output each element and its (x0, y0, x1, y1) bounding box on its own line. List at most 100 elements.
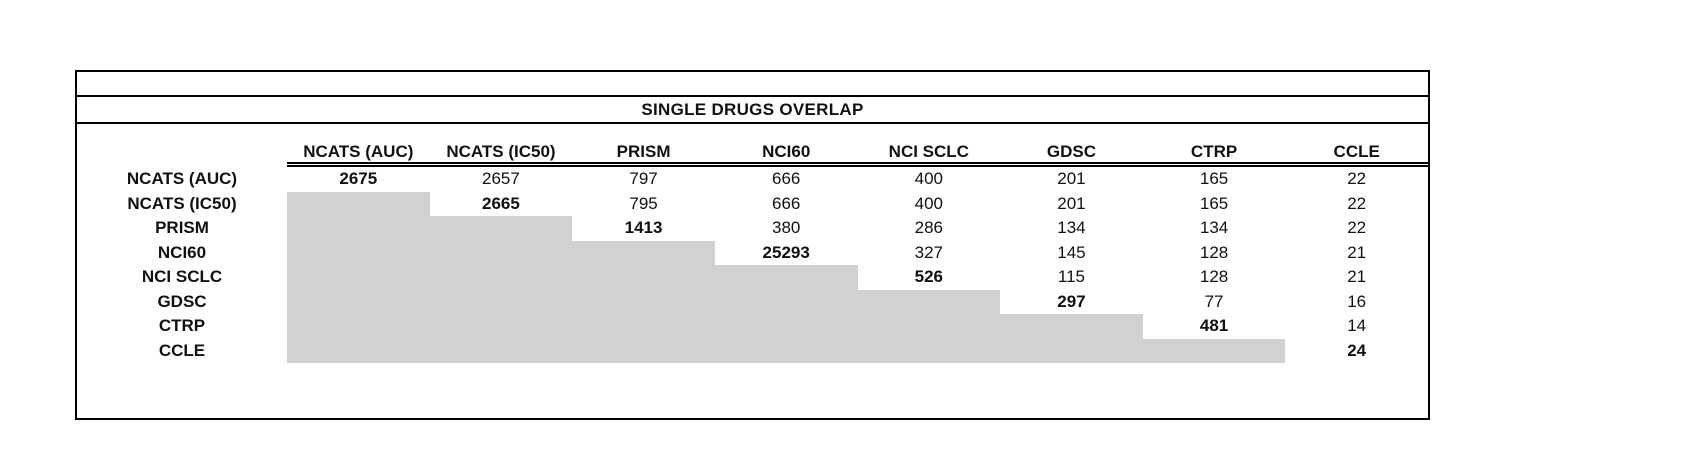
matrix-cell (429, 314, 573, 339)
matrix-cell (429, 265, 573, 290)
matrix-cell (572, 289, 715, 314)
overlap-matrix: NCATS (AUC) NCATS (IC50) PRISM NCI60 NCI SCL… (77, 124, 1428, 363)
matrix-cell (287, 216, 430, 241)
matrix-cell: 400 (914, 169, 943, 189)
matrix-cell: 77 (1204, 291, 1224, 311)
matrix-cell: 297 (1057, 291, 1086, 311)
matrix-cell (287, 289, 430, 314)
matrix-cell: 115 (1057, 267, 1085, 287)
matrix-cell (429, 240, 573, 265)
matrix-cell (857, 289, 1001, 314)
matrix-row: CTRP 481 14 (77, 314, 1428, 339)
matrix-cell: 2675 (339, 169, 378, 189)
matrix-row: NCATS (IC50) 2665 795 666 400 201 165 22 (77, 191, 1428, 216)
column-header: CCLE (1333, 141, 1380, 161)
matrix-cell (287, 338, 430, 363)
matrix-cell: 165 (1199, 169, 1229, 189)
matrix-cell (429, 338, 573, 363)
matrix-cell: 22 (1347, 169, 1367, 189)
row-label: CTRP (158, 316, 206, 336)
matrix-cell: 134 (1057, 218, 1086, 238)
matrix-cell (287, 240, 430, 265)
matrix-row: CCLE 24 (77, 338, 1428, 363)
matrix-cell (572, 338, 715, 363)
matrix-row: NCI60 25293 327 145 128 21 (77, 240, 1428, 265)
matrix-cell: 25293 (762, 242, 810, 262)
matrix-cell: 2657 (482, 169, 520, 189)
matrix-cell: 201 (1057, 169, 1086, 189)
matrix-cell: 21 (1347, 242, 1367, 262)
matrix-cell: 666 (772, 169, 801, 189)
matrix-cell (857, 314, 1001, 339)
single-drugs-overlap-table: SINGLE DRUGS OVERLAP NCATS (AUC) NCATS (I… (75, 70, 1430, 420)
matrix-cell: 1413 (624, 218, 663, 238)
row-cells: 1413 380 286 134 134 22 (287, 216, 1428, 241)
matrix-cell (857, 338, 1001, 363)
row-label: NCI60 (157, 242, 207, 262)
matrix-cell: 22 (1347, 218, 1367, 238)
matrix-cell (287, 191, 430, 216)
row-label: CCLE (158, 340, 206, 360)
matrix-cell: 327 (914, 242, 943, 262)
column-headers: NCATS (AUC) NCATS (IC50) PRISM NCI60 NCI SCL… (287, 141, 1428, 167)
matrix-cell (714, 289, 858, 314)
matrix-cell: 201 (1057, 193, 1086, 213)
matrix-row: GDSC 297 77 16 (77, 289, 1428, 314)
matrix-cell: 14 (1347, 316, 1367, 336)
matrix-cell: 666 (772, 193, 801, 213)
row-label: PRISM (155, 218, 209, 238)
matrix-cell: 21 (1347, 267, 1367, 287)
matrix-header-row: NCATS (AUC) NCATS (IC50) PRISM NCI60 NCI SCL… (77, 141, 1428, 167)
matrix-cell: 2665 (482, 193, 520, 213)
matrix-cell (572, 240, 715, 265)
row-cells: 481 14 (287, 314, 1428, 339)
table-top-spacer (77, 72, 1428, 97)
matrix-cell: 145 (1057, 242, 1086, 262)
matrix-cell (1000, 338, 1143, 363)
column-header: NCI SCLC (888, 141, 969, 161)
row-cells: 297 77 16 (287, 289, 1428, 314)
row-label: NCATS (IC50) (127, 193, 237, 213)
column-header: NCATS (AUC) (303, 141, 414, 161)
corner-cell (77, 141, 287, 167)
table-title: SINGLE DRUGS OVERLAP (77, 97, 1428, 124)
row-cells: 25293 327 145 128 21 (287, 240, 1428, 265)
matrix-cell: 16 (1347, 291, 1367, 311)
matrix-row: PRISM 1413 380 286 134 134 22 (77, 216, 1428, 241)
matrix-cell (429, 289, 573, 314)
matrix-cell: 526 (914, 267, 943, 287)
matrix-cell: 22 (1347, 193, 1367, 213)
matrix-cell (572, 265, 715, 290)
matrix-cell (714, 314, 858, 339)
matrix-cell (1142, 338, 1286, 363)
matrix-cell (714, 265, 858, 290)
matrix-cell: 165 (1199, 193, 1229, 213)
row-label: NCI SCLC (141, 267, 223, 287)
matrix-cell: 481 (1199, 316, 1229, 336)
matrix-cell: 134 (1199, 218, 1229, 238)
matrix-cell: 400 (914, 193, 943, 213)
column-header: NCATS (IC50) (446, 141, 556, 161)
matrix-cell (429, 216, 573, 241)
column-header: PRISM (616, 141, 671, 161)
matrix-cell (572, 314, 715, 339)
matrix-cell (714, 338, 858, 363)
column-header: GDSC (1046, 141, 1096, 161)
row-label: GDSC (157, 291, 207, 311)
row-cells: 2675 2657 797 666 400 201 165 22 (287, 167, 1428, 192)
matrix-row: NCI SCLC 526 115 128 21 (77, 265, 1428, 290)
matrix-cell (1000, 314, 1143, 339)
matrix-row: NCATS (AUC) 2675 2657 797 666 400 201 165 22 (77, 167, 1428, 192)
row-cells: 2665 795 666 400 201 165 22 (287, 191, 1428, 216)
matrix-cell: 286 (914, 218, 943, 238)
matrix-cell: 24 (1347, 340, 1367, 360)
matrix-cell: 128 (1199, 242, 1229, 262)
row-label: NCATS (AUC) (126, 169, 238, 189)
column-header: CTRP (1190, 141, 1238, 161)
row-cells: 24 (287, 338, 1428, 363)
matrix-cell: 795 (629, 193, 658, 213)
matrix-cell (287, 314, 430, 339)
matrix-cell: 380 (772, 218, 801, 238)
matrix-cell: 797 (629, 169, 658, 189)
